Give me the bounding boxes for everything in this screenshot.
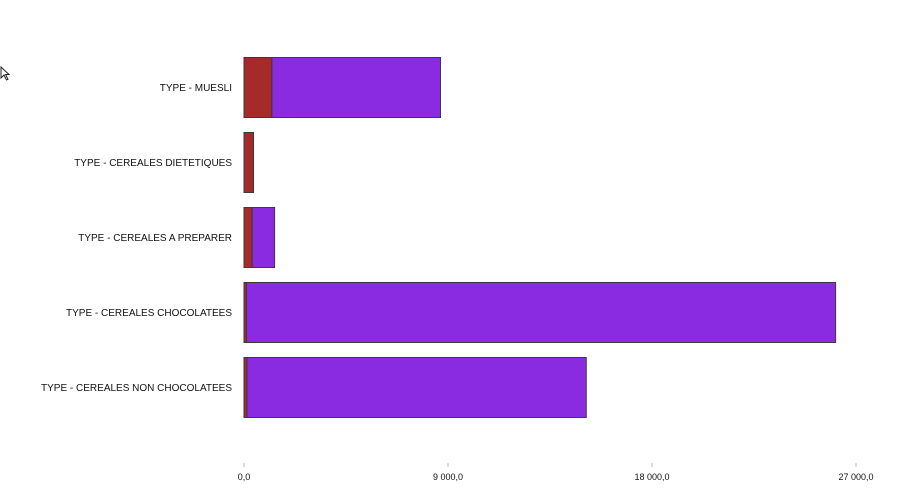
bar-segment-series-2 <box>251 207 276 268</box>
x-tick-label: 27 000,0 <box>838 472 873 482</box>
bar-segment-series-2 <box>271 57 442 118</box>
x-tick-label: 9 000,0 <box>433 472 463 482</box>
plot-area <box>243 57 837 418</box>
category-label: TYPE - CEREALES A PREPARER <box>78 233 232 244</box>
bar-segment-series-2 <box>245 282 837 343</box>
x-tick-label: 0,0 <box>238 472 251 482</box>
bar-segment-series-1 <box>243 57 273 118</box>
bar-segment-series-1 <box>243 207 253 268</box>
value-axis: 0,0 9 000,0 18 000,0 27 000,0 <box>238 463 874 482</box>
bar-segment-series-2 <box>246 357 587 418</box>
category-label: TYPE - MUESLI <box>160 83 232 94</box>
category-label: TYPE - CEREALES CHOCOLATEES <box>66 308 232 319</box>
x-tick-label: 18 000,0 <box>634 472 669 482</box>
bar-segment-series-1 <box>243 132 255 193</box>
category-axis: TYPE - MUESLI TYPE - CEREALES DIETETIQUES… <box>41 83 232 394</box>
category-label: TYPE - CEREALES DIETETIQUES <box>74 158 232 169</box>
category-label: TYPE - CEREALES NON CHOCOLATEES <box>41 383 232 394</box>
mouse-cursor-icon <box>0 66 10 81</box>
